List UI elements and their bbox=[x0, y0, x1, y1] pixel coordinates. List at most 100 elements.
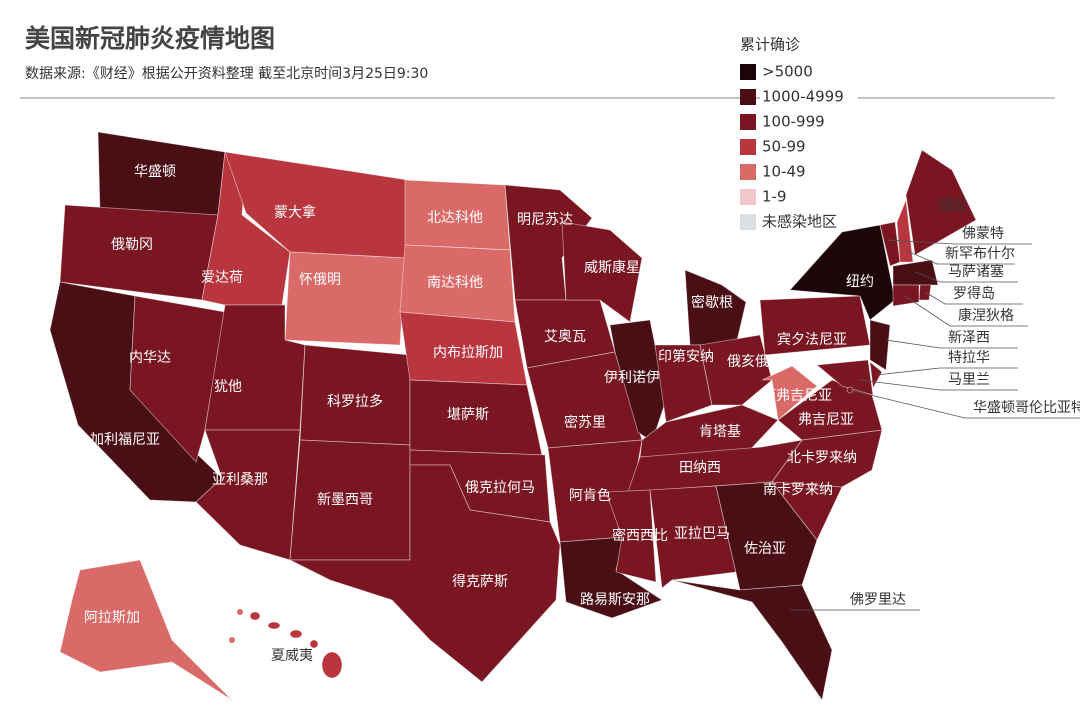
state-label: 犹他 bbox=[214, 379, 242, 395]
state-label: 佛罗里达 bbox=[850, 592, 906, 608]
leader-line bbox=[859, 379, 1018, 391]
state-label: 新墨西哥 bbox=[317, 492, 373, 508]
leader-line bbox=[904, 295, 1028, 327]
state-shape bbox=[699, 334, 773, 406]
state-label: 俄克拉何马 bbox=[465, 480, 535, 496]
state-shape bbox=[918, 284, 932, 301]
state-label: 阿拉斯加 bbox=[84, 610, 140, 626]
legend-label: >5000 bbox=[762, 63, 813, 81]
state-shape bbox=[309, 639, 319, 649]
state-shape bbox=[561, 221, 643, 323]
legend-bg bbox=[760, 112, 840, 132]
state-label: 怀俄明 bbox=[299, 272, 341, 288]
state-shape bbox=[59, 559, 233, 701]
state-label: 威斯康星 bbox=[584, 259, 640, 276]
state-label: 俄亥俄 bbox=[727, 354, 769, 370]
state-shape bbox=[289, 629, 303, 639]
state-label: 特拉华 bbox=[948, 350, 990, 366]
state-shape bbox=[195, 429, 301, 561]
state-label: 亚利桑那 bbox=[212, 472, 268, 488]
state-label: 明尼苏达 bbox=[517, 212, 573, 228]
leader-line bbox=[904, 249, 1015, 265]
state-label: 内华达 bbox=[129, 350, 171, 366]
legend-swatch bbox=[740, 89, 756, 105]
legend-swatch bbox=[740, 64, 756, 80]
state-shape bbox=[816, 359, 874, 396]
state-label: 亚拉巴马 bbox=[674, 526, 730, 542]
state-shape bbox=[715, 481, 818, 591]
state-label: 佛蒙特 bbox=[962, 226, 1004, 242]
state-label: 俄勒冈 bbox=[111, 237, 153, 253]
state-label: 加利福尼亚 bbox=[90, 432, 160, 448]
leader-line bbox=[924, 291, 1023, 305]
state-label: 华盛顿哥伦比亚特区 bbox=[973, 400, 1080, 416]
legend-swatch bbox=[740, 114, 756, 130]
state-label: 得克萨斯 bbox=[452, 573, 508, 590]
state-shape bbox=[284, 251, 406, 346]
state-label: 新罕布什尔 bbox=[945, 246, 1015, 262]
leader-line bbox=[914, 271, 1018, 283]
leader-line bbox=[887, 239, 1032, 245]
legend-label: 1-9 bbox=[762, 188, 787, 206]
legend-swatch bbox=[740, 139, 756, 155]
state-label: 宾夕法尼亚 bbox=[777, 332, 847, 348]
legend-bg bbox=[760, 162, 840, 182]
state-shape bbox=[869, 319, 891, 371]
legend-bg bbox=[760, 87, 858, 107]
state-label: 纽约 bbox=[846, 274, 874, 290]
state-shape bbox=[249, 611, 261, 621]
state-label: 新泽西 bbox=[948, 330, 990, 346]
legend-label: 10-49 bbox=[762, 163, 806, 181]
leader-line bbox=[849, 389, 1080, 419]
legend-label: 100-999 bbox=[762, 113, 825, 131]
state-label: 爱达荷 bbox=[201, 270, 243, 286]
title: 美国新冠肺炎疫情地图 bbox=[25, 24, 275, 53]
state-label: 夏威夷 bbox=[271, 648, 313, 664]
state-shape bbox=[321, 651, 343, 679]
leader-line bbox=[875, 367, 1018, 376]
state-shape bbox=[684, 269, 747, 346]
state-shape bbox=[605, 489, 657, 583]
legend-bg bbox=[760, 137, 840, 157]
state-shape bbox=[771, 429, 883, 488]
state-shape bbox=[267, 621, 281, 630]
legend-label: 未感染地区 bbox=[762, 213, 837, 231]
state-label: 华盛顿 bbox=[134, 164, 176, 180]
state-label: 康涅狄格 bbox=[958, 307, 1014, 324]
legend-title: 累计确诊 bbox=[740, 36, 800, 54]
legend-swatch bbox=[740, 189, 756, 205]
state-label: 肯塔基 bbox=[699, 423, 741, 440]
legend-label: 1000-4999 bbox=[762, 88, 844, 106]
state-label: 西弗吉尼亚 bbox=[762, 388, 832, 404]
state-label: 蒙大拿 bbox=[274, 204, 316, 221]
island bbox=[237, 609, 243, 615]
state-shape bbox=[777, 379, 883, 441]
state-label: 堪萨斯 bbox=[447, 407, 489, 423]
state-label: 密歇根 bbox=[691, 294, 733, 311]
island bbox=[229, 637, 235, 643]
state-label: 北达科他 bbox=[427, 210, 483, 226]
state-shape bbox=[129, 295, 226, 463]
state-label: 田纳西 bbox=[679, 460, 721, 476]
legend-label: 50-99 bbox=[762, 138, 806, 156]
state-label: 马萨诸塞 bbox=[948, 263, 1004, 280]
state-label: 南卡罗来纳 bbox=[763, 482, 833, 498]
state-label: 路易斯安那 bbox=[580, 592, 650, 608]
state-label: 马里兰 bbox=[948, 372, 990, 388]
leader-line bbox=[885, 339, 1018, 349]
state-label: 南达科他 bbox=[427, 275, 483, 291]
state-label: 艾奥瓦 bbox=[544, 328, 586, 345]
legend-swatch bbox=[740, 214, 756, 230]
state-label: 罗得岛 bbox=[953, 285, 995, 302]
state-label: 密西西比 bbox=[612, 527, 668, 544]
state-label: 科罗拉多 bbox=[327, 393, 383, 410]
state-label: 北卡罗来纳 bbox=[787, 450, 857, 466]
state-label: 缅因 bbox=[938, 198, 966, 214]
state-label: 阿肯色 bbox=[569, 487, 611, 504]
legend-bg bbox=[760, 62, 840, 82]
legend-swatch bbox=[740, 164, 756, 180]
legend-bg bbox=[760, 212, 840, 232]
legend-bg bbox=[760, 187, 840, 207]
state-shape bbox=[289, 464, 561, 683]
